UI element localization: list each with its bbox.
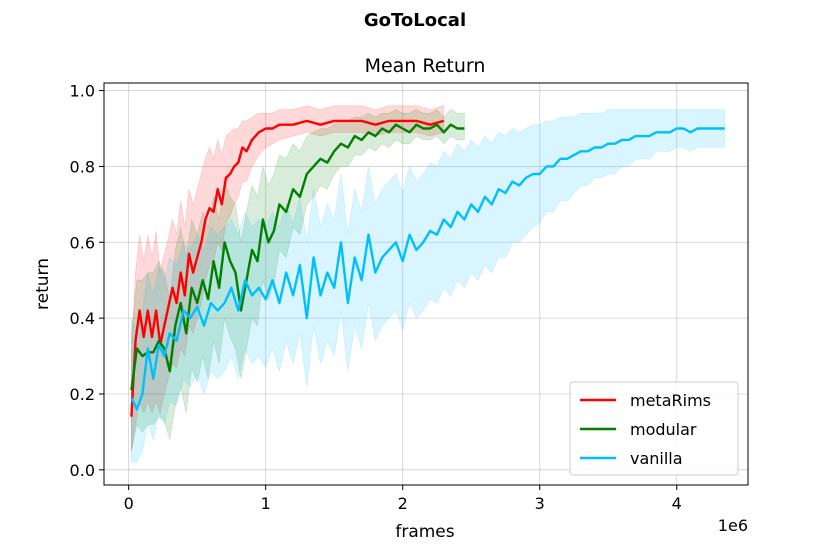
chart-title: Mean Return <box>365 55 486 77</box>
figure-suptitle: GoToLocal <box>364 10 466 31</box>
legend-label-vanilla: vanilla <box>630 449 683 468</box>
plot-area-frame <box>103 82 749 486</box>
x-axis-label: frames <box>395 522 454 542</box>
x-scale-offset-label: 1e6 <box>718 516 748 535</box>
x-tick-label: 4 <box>672 494 682 513</box>
grid-lines <box>104 83 748 485</box>
band-vanilla <box>131 109 726 463</box>
chart-legend: metaRims modular vanilla <box>569 381 739 476</box>
x-tick-label: 3 <box>535 494 545 513</box>
x-tick-label: 0 <box>124 494 134 513</box>
line-metaRims <box>130 119 445 417</box>
band-modular <box>131 109 465 451</box>
y-tick-label: 0.6 <box>70 233 95 252</box>
legend-box <box>569 381 739 476</box>
x-tick-label: 1 <box>261 494 271 513</box>
legend-label-modular: modular <box>630 420 697 439</box>
y-tick-label: 1.0 <box>70 82 95 101</box>
legend-label-metaRims: metaRims <box>630 391 711 410</box>
x-tick-label: 2 <box>398 494 408 513</box>
axis-ticks: 0 1 2 3 4 0.0 0.2 0.4 0.6 0.8 1.0 <box>70 82 682 513</box>
y-tick-label: 0.2 <box>70 385 95 404</box>
y-tick-label: 0.4 <box>70 309 95 328</box>
series-lines <box>130 119 725 417</box>
y-axis-label: return <box>33 258 53 310</box>
line-vanilla <box>130 127 725 411</box>
y-tick-label: 0.8 <box>70 157 95 176</box>
y-tick-label: 0.0 <box>70 461 95 480</box>
line-modular <box>130 123 465 391</box>
